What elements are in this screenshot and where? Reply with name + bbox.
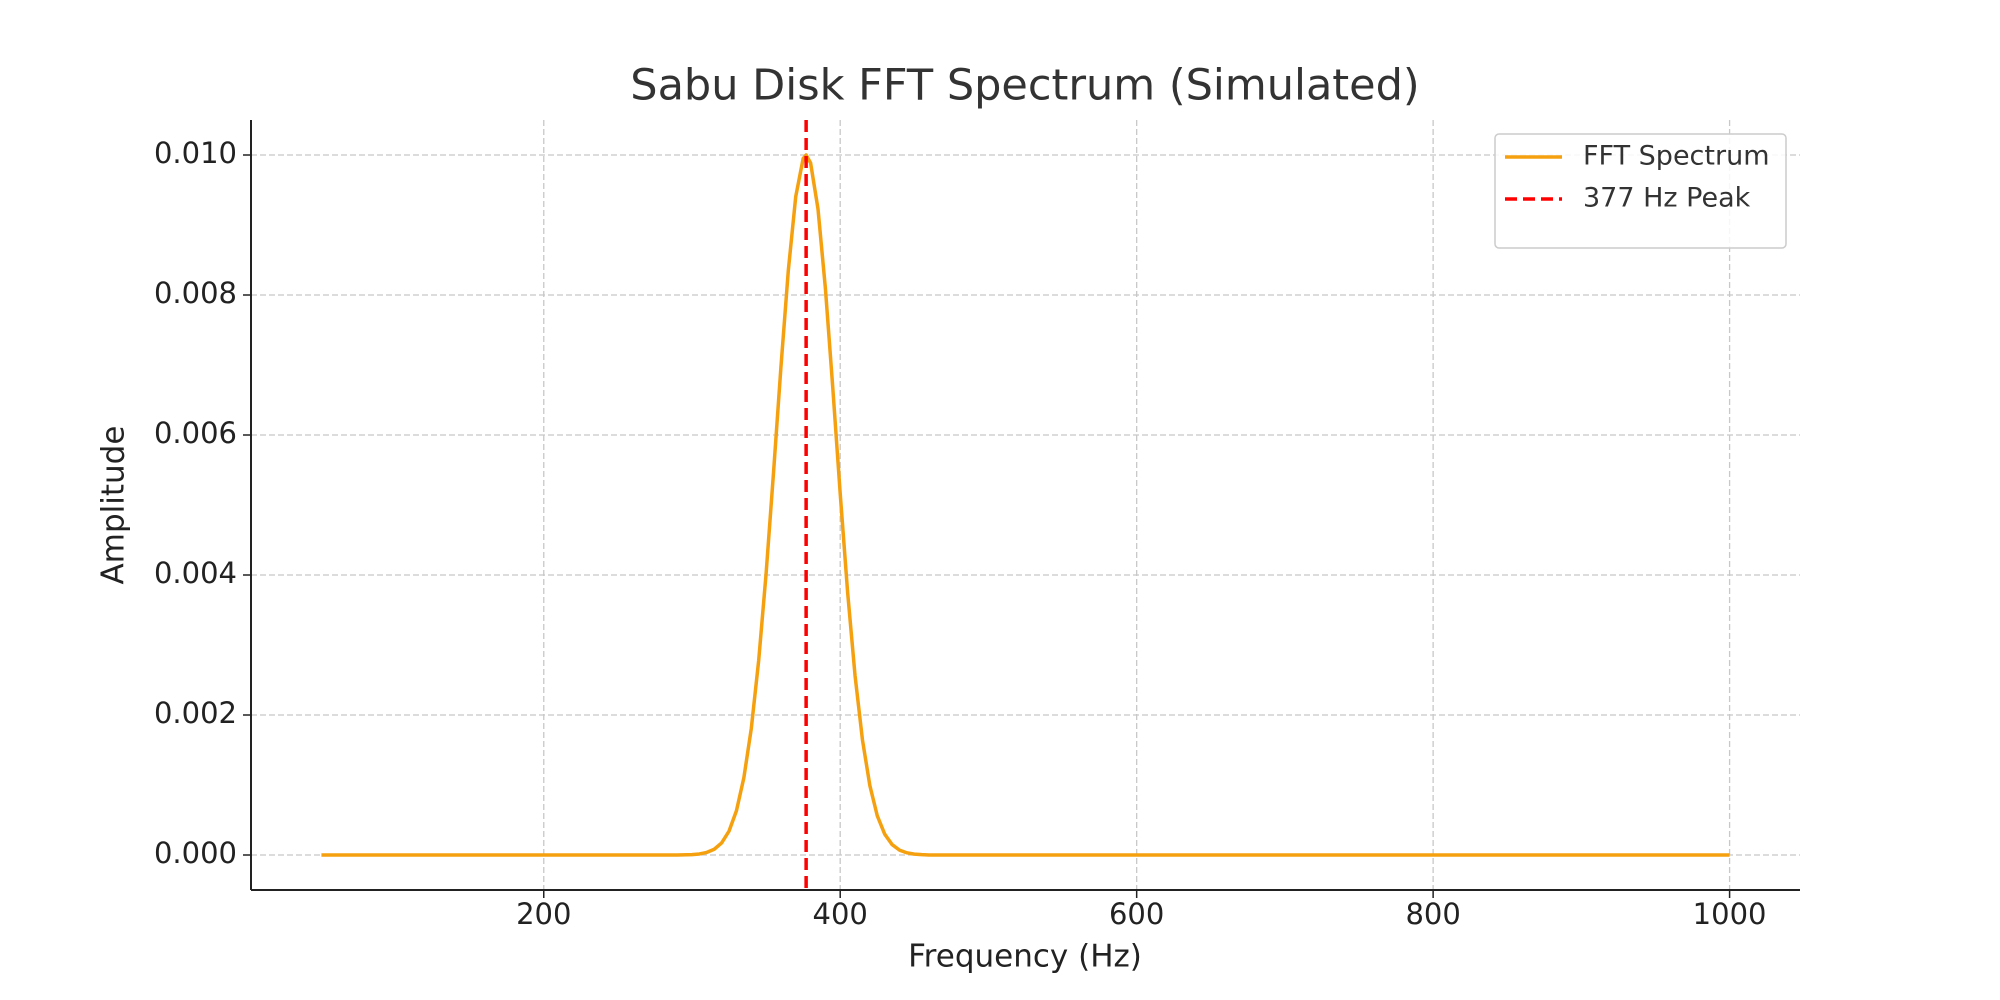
y-tick-label: 0.000 [154,836,237,870]
line-series [321,153,1730,857]
x-tick-label: 200 [516,897,571,931]
y-tick-label: 0.008 [154,276,237,310]
x-tick-label: 400 [813,897,868,931]
y-tick-label: 0.002 [154,696,237,730]
y-tick-label: 0.010 [154,136,237,170]
y-tick-label: 0.004 [154,556,237,590]
chart-title: Sabu Disk FFT Spectrum (Simulated) [630,61,1419,111]
legend-label: 377 Hz Peak [1583,183,1751,214]
x-tick-label: 1000 [1693,897,1767,931]
legend-label: FFT Spectrum [1583,141,1770,172]
x-tick-label: 800 [1405,897,1460,931]
legend-box [1494,133,1787,249]
y-axis-label: Amplitude [96,426,132,585]
x-axis-label: Frequency (Hz) [908,939,1142,975]
x-tick-label: 600 [1109,897,1164,931]
y-tick-label: 0.006 [154,416,237,450]
